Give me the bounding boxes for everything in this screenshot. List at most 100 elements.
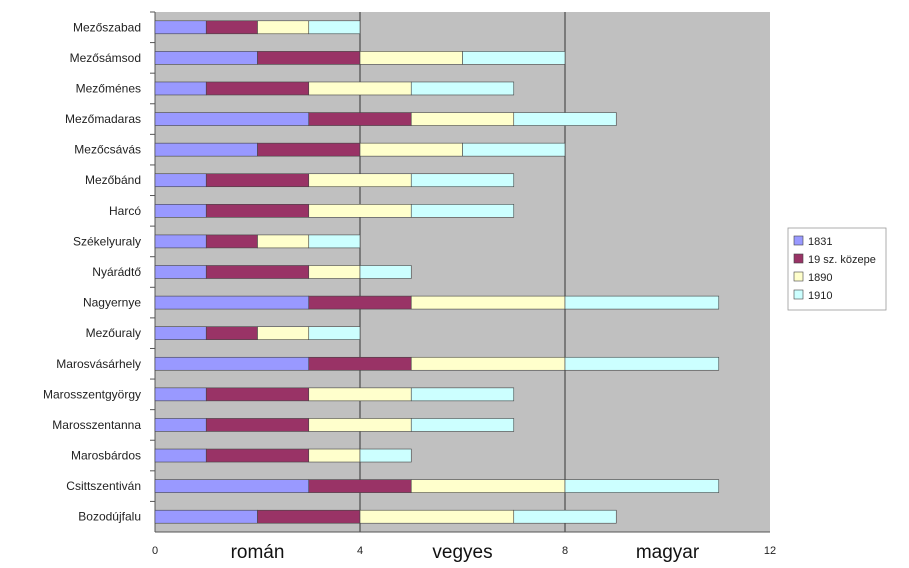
category-label-9: Nagyernye (83, 296, 141, 310)
bar-5-2 (308, 173, 412, 188)
bar-3-3 (513, 112, 617, 126)
bar-14-2 (308, 448, 361, 463)
category-label-15: Csittszentiván (66, 479, 141, 493)
category-label-7: Székelyuraly (73, 234, 141, 248)
legend-swatch-2 (793, 271, 804, 282)
bar-11-0 (154, 356, 310, 371)
legend-label-1: 19 sz. közepe (808, 254, 876, 266)
bar-16-2 (359, 509, 515, 524)
category-label-11: Marosvásárhely (56, 357, 141, 371)
bar-3-2 (410, 112, 515, 126)
bar-0-2 (257, 20, 310, 35)
bar-1-1 (257, 51, 361, 65)
bar-9-3 (564, 295, 720, 310)
category-label-14: Marosbárdos (71, 449, 141, 463)
bar-4-2 (359, 142, 463, 157)
bar-11-1 (308, 356, 412, 371)
legend-label-0: 1831 (808, 236, 832, 248)
bar-12-3 (410, 387, 515, 402)
bar-7-3 (308, 234, 361, 249)
x-tick-label-3: 12 (764, 545, 776, 557)
bar-13-1 (205, 418, 310, 432)
bar-12-0 (154, 387, 207, 402)
bar-16-0 (154, 509, 258, 524)
x-axis-ticks: 0 4 8 12 (152, 545, 776, 557)
bar-13-2 (308, 418, 412, 432)
category-label-10: Mezőuraly (86, 326, 141, 340)
bars (154, 20, 720, 524)
legend-swatch-3 (793, 289, 804, 300)
bar-1-0 (154, 51, 258, 65)
legend-label-2: 1890 (808, 272, 832, 284)
zone-labels: román vegyes magyar (231, 542, 700, 563)
bar-9-2 (410, 295, 566, 310)
category-label-16: Bozodújfalu (78, 510, 141, 524)
bar-3-1 (308, 112, 412, 126)
bar-11-3 (564, 356, 720, 371)
legend-label-3: 1910 (808, 290, 832, 302)
bar-14-1 (205, 448, 310, 463)
zone-label-1: vegyes (432, 542, 492, 563)
bar-14-0 (154, 448, 207, 463)
bar-6-1 (205, 204, 310, 218)
bar-0-3 (308, 20, 361, 35)
bar-6-2 (308, 204, 412, 218)
bar-13-3 (410, 418, 515, 432)
category-label-2: Mezőménes (76, 81, 141, 95)
x-tick-label-1: 4 (357, 545, 363, 557)
bar-14-3 (359, 448, 412, 463)
bar-2-3 (410, 81, 515, 96)
bar-16-1 (257, 509, 361, 524)
bar-6-3 (410, 204, 515, 218)
bar-0-0 (154, 20, 207, 35)
bar-8-0 (154, 265, 207, 279)
category-label-5: Mezőbánd (85, 173, 141, 187)
bar-7-1 (205, 234, 258, 249)
bar-15-3 (564, 479, 720, 493)
bar-15-0 (154, 479, 310, 493)
category-label-6: Harcó (109, 204, 141, 218)
category-label-3: Mezőmadaras (65, 112, 141, 126)
x-tick-label-2: 8 (562, 545, 568, 557)
bar-2-0 (154, 81, 207, 96)
bar-6-0 (154, 204, 207, 218)
bar-11-2 (410, 356, 566, 371)
bar-12-1 (205, 387, 310, 402)
bar-5-1 (205, 173, 310, 188)
category-label-12: Marosszentgyörgy (43, 387, 141, 401)
category-label-8: Nyárádtő (92, 265, 141, 279)
bar-10-2 (257, 326, 310, 340)
bar-4-0 (154, 142, 258, 157)
bar-8-3 (359, 265, 412, 279)
bar-4-1 (257, 142, 361, 157)
bar-10-1 (205, 326, 258, 340)
bar-8-2 (308, 265, 361, 279)
legend-box (787, 227, 887, 311)
bar-7-0 (154, 234, 207, 249)
legend-swatch-0 (793, 235, 804, 246)
bar-12-2 (308, 387, 412, 402)
bar-2-1 (205, 81, 310, 96)
legend: 1831 19 sz. közepe 1890 1910 (787, 227, 887, 311)
zone-label-2: magyar (636, 542, 700, 563)
bar-4-3 (462, 142, 566, 157)
bar-1-2 (359, 51, 463, 65)
category-label-13: Marosszentanna (52, 418, 141, 432)
legend-swatch-1 (793, 253, 804, 264)
bar-5-0 (154, 173, 207, 188)
bar-15-2 (410, 479, 566, 493)
zone-label-0: román (231, 542, 285, 563)
bar-9-1 (308, 295, 412, 310)
bar-8-1 (205, 265, 310, 279)
x-tick-label-0: 0 (152, 545, 158, 557)
bar-10-0 (154, 326, 207, 340)
category-label-1: Mezősámsod (70, 51, 141, 65)
bar-0-1 (205, 20, 258, 35)
bar-2-2 (308, 81, 412, 96)
category-labels: Mezőszabad Mezősámsod Mezőménes Mezőmadaras… (43, 11, 155, 524)
bar-13-0 (154, 418, 207, 432)
bar-16-3 (513, 509, 617, 524)
bar-5-3 (410, 173, 515, 188)
bar-1-3 (462, 51, 566, 65)
